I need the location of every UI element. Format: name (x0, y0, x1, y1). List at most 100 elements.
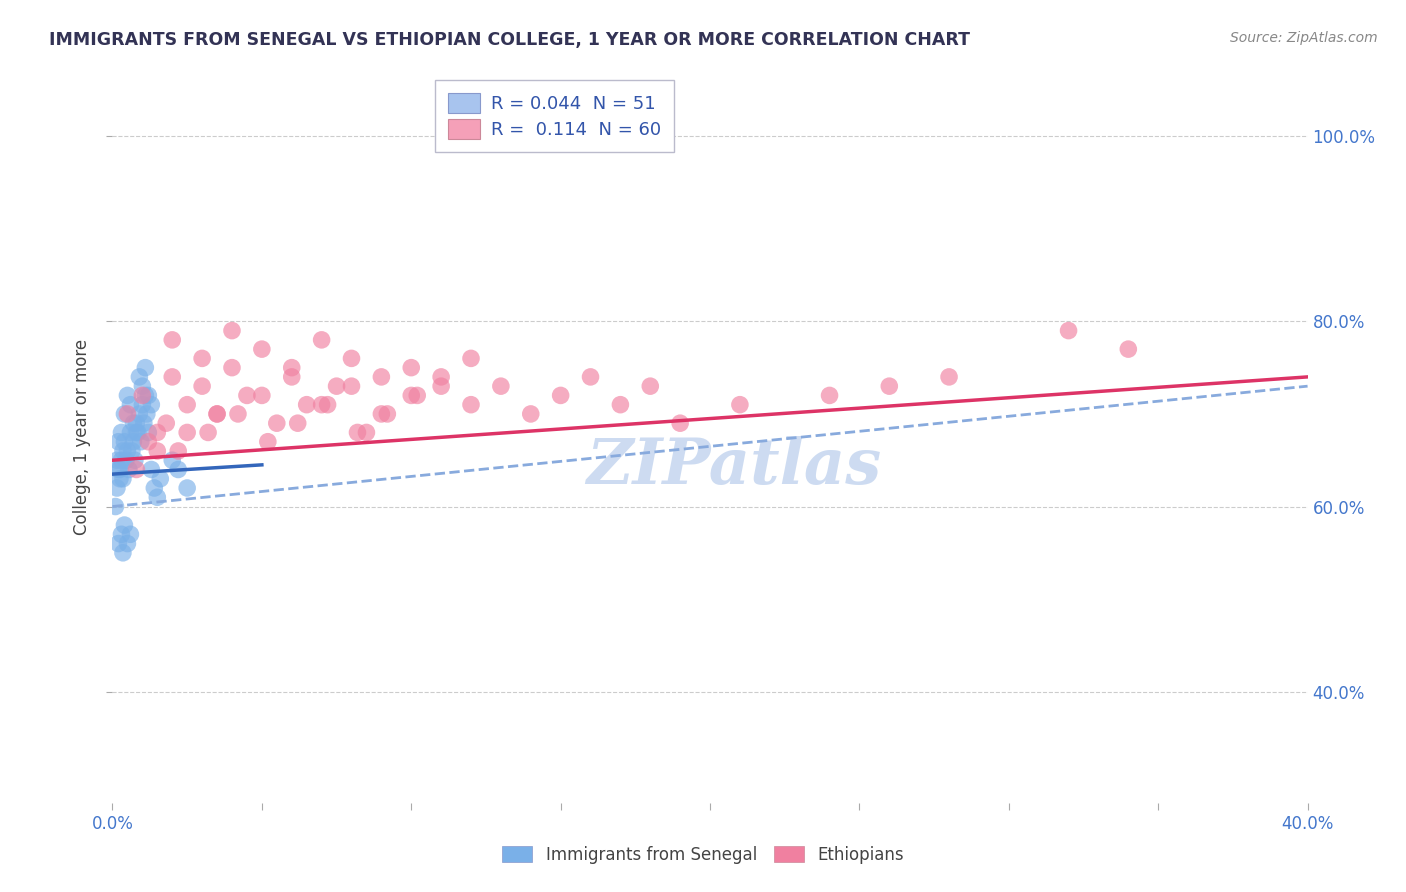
Point (128, 370, 150, 384)
Point (1118, 342, 1140, 356)
Point (818, 388, 841, 402)
Point (110, 453, 132, 467)
Point (162, 453, 183, 467)
Legend: Immigrants from Senegal, Ethiopians: Immigrants from Senegal, Ethiopians (496, 839, 910, 871)
Point (125, 462, 148, 476)
Point (221, 324, 243, 338)
Point (401, 360, 423, 375)
Text: Source: ZipAtlas.com: Source: ZipAtlas.com (1230, 31, 1378, 45)
Point (340, 379, 363, 393)
Point (120, 398, 142, 412)
Point (141, 398, 163, 412)
Point (111, 546, 134, 560)
Point (197, 425, 219, 440)
Point (938, 370, 960, 384)
Point (122, 434, 145, 449)
Point (176, 425, 198, 440)
Point (325, 379, 347, 393)
Point (105, 481, 128, 495)
Point (146, 490, 169, 504)
Point (110, 425, 132, 440)
Point (340, 351, 363, 366)
Point (122, 416, 145, 430)
Point (143, 481, 166, 495)
Point (266, 416, 288, 430)
Point (117, 536, 139, 550)
Point (146, 425, 169, 440)
Point (609, 398, 631, 412)
Point (118, 462, 141, 476)
Point (236, 388, 259, 402)
Point (146, 444, 169, 458)
Point (120, 527, 142, 541)
Point (114, 407, 135, 421)
Point (311, 333, 333, 347)
Point (129, 434, 152, 449)
Point (125, 425, 148, 440)
Point (176, 481, 198, 495)
Point (104, 500, 127, 514)
Point (114, 518, 135, 533)
Point (311, 398, 333, 412)
Point (131, 388, 153, 402)
Point (460, 351, 482, 366)
Point (460, 398, 482, 412)
Point (281, 360, 304, 375)
Point (640, 379, 662, 393)
Point (406, 388, 429, 402)
Point (281, 370, 304, 384)
Point (134, 360, 156, 375)
Point (110, 527, 132, 541)
Point (401, 388, 423, 402)
Point (430, 370, 453, 384)
Point (135, 407, 157, 421)
Point (131, 398, 153, 412)
Point (108, 472, 131, 486)
Point (316, 398, 339, 412)
Point (111, 472, 134, 486)
Point (430, 379, 453, 393)
Point (120, 425, 142, 440)
Point (370, 407, 392, 421)
Point (728, 398, 751, 412)
Point (550, 388, 572, 402)
Point (131, 379, 153, 393)
Point (205, 407, 228, 421)
Point (117, 407, 139, 421)
Legend: R = 0.044  N = 51, R =  0.114  N = 60: R = 0.044 N = 51, R = 0.114 N = 60 (436, 80, 673, 152)
Point (127, 425, 149, 440)
Point (250, 388, 273, 402)
Point (226, 407, 249, 421)
Point (879, 379, 901, 393)
Point (115, 453, 138, 467)
Point (167, 462, 190, 476)
Point (221, 360, 243, 375)
Point (107, 536, 129, 550)
Point (257, 434, 280, 449)
Point (356, 425, 378, 440)
Point (108, 462, 131, 476)
Point (132, 416, 155, 430)
Point (669, 416, 692, 430)
Point (138, 434, 160, 449)
Point (107, 462, 129, 476)
Point (205, 407, 228, 421)
Point (138, 388, 160, 402)
Point (117, 388, 139, 402)
Point (346, 425, 368, 440)
Point (377, 407, 399, 421)
Point (149, 472, 172, 486)
Point (191, 351, 214, 366)
Point (114, 434, 135, 449)
Text: IMMIGRANTS FROM SENEGAL VS ETHIOPIAN COLLEGE, 1 YEAR OR MORE CORRELATION CHART: IMMIGRANTS FROM SENEGAL VS ETHIOPIAN COL… (49, 31, 970, 49)
Point (489, 379, 512, 393)
Point (176, 398, 198, 412)
Point (138, 425, 160, 440)
Point (295, 398, 318, 412)
Point (134, 388, 156, 402)
Point (124, 453, 146, 467)
Point (1057, 324, 1080, 338)
Point (121, 444, 143, 458)
Point (250, 342, 273, 356)
Point (125, 416, 148, 430)
